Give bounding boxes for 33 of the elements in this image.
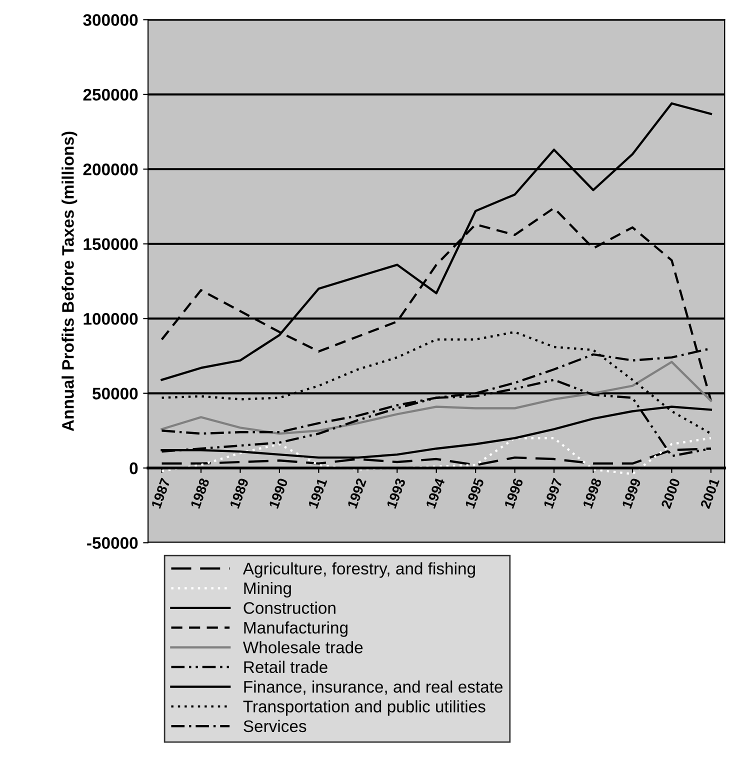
x-tick-label: 1987: [151, 478, 170, 509]
x-tick-label: 1992: [347, 478, 367, 509]
y-tick-label: 300000: [83, 14, 138, 26]
legend-label: Agriculture, forestry, and fishing: [242, 562, 475, 578]
y-tick-label: 0: [130, 462, 138, 474]
x-tick-label: 1989: [230, 478, 249, 509]
x-tick-label: 1995: [464, 478, 484, 509]
y-tick-label: 150000: [84, 238, 138, 250]
x-tick-label: 1998: [582, 478, 602, 509]
legend-label: Mining: [244, 582, 291, 598]
x-tick-label: 1990: [268, 478, 288, 509]
y-tick-label: 200000: [83, 164, 138, 176]
y-tick-label: -50000: [87, 537, 138, 549]
y-tick-label: 100000: [84, 312, 138, 325]
y-tick-label: 50000: [92, 388, 138, 400]
legend-label: Finance, insurance, and real estate: [244, 680, 503, 695]
y-tick-label: 250000: [83, 88, 138, 101]
x-tick-label: 1994: [426, 477, 446, 509]
legend-label: Manufacturing: [244, 621, 348, 637]
x-tick-label: 1999: [622, 478, 642, 509]
x-tick-label: 1988: [190, 478, 210, 509]
x-tick-label: 1993: [386, 478, 406, 509]
x-tick-label: 1991: [308, 478, 328, 509]
y-axis-title: Annual Profits Before Taxes (millions): [62, 132, 78, 432]
x-tick-label: 1996: [504, 478, 524, 509]
x-tick-label: 1997: [543, 478, 563, 509]
legend-label: Transportation and public utilities: [243, 700, 486, 716]
legend-label: Services: [244, 720, 306, 732]
x-tick-label: 2001: [700, 478, 720, 510]
x-tick-label: 2000: [660, 478, 680, 510]
legend-label: Wholesale trade: [242, 641, 363, 654]
legend-label: Construction: [244, 602, 336, 614]
legend-label: Retail trade: [244, 660, 328, 674]
